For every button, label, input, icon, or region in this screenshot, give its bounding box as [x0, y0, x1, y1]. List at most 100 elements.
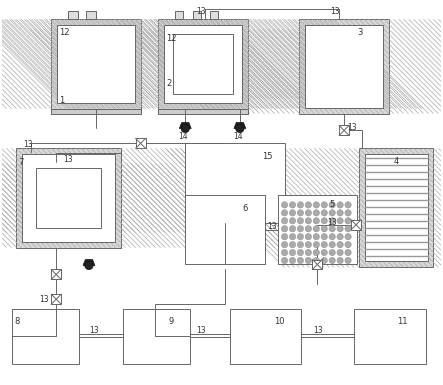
Circle shape — [345, 210, 351, 216]
Bar — [193, 11, 201, 19]
Circle shape — [321, 233, 327, 240]
Bar — [12, 309, 79, 364]
Circle shape — [313, 233, 319, 240]
Circle shape — [305, 202, 311, 208]
Circle shape — [337, 233, 343, 240]
Circle shape — [313, 226, 319, 232]
Text: 3: 3 — [357, 28, 362, 37]
Text: 4: 4 — [394, 157, 399, 166]
Text: 13: 13 — [196, 7, 206, 16]
Circle shape — [321, 249, 327, 256]
Circle shape — [337, 257, 343, 264]
Text: 15: 15 — [262, 152, 272, 161]
Bar — [136, 138, 146, 148]
Text: 1: 1 — [59, 96, 64, 105]
Circle shape — [305, 257, 311, 264]
Circle shape — [305, 210, 311, 216]
Text: 13: 13 — [347, 122, 357, 132]
Text: 12: 12 — [59, 28, 70, 37]
Circle shape — [329, 241, 335, 248]
Circle shape — [313, 202, 319, 208]
Bar — [16, 148, 121, 248]
Circle shape — [345, 202, 351, 208]
Text: 12: 12 — [167, 34, 177, 43]
Circle shape — [297, 249, 303, 256]
Circle shape — [321, 210, 327, 216]
Circle shape — [313, 210, 319, 216]
Circle shape — [345, 257, 351, 264]
Circle shape — [345, 226, 351, 232]
Bar — [51, 270, 61, 280]
Circle shape — [281, 210, 288, 216]
Circle shape — [289, 257, 295, 264]
Circle shape — [337, 226, 343, 232]
Circle shape — [305, 226, 311, 232]
Circle shape — [289, 226, 295, 232]
Bar — [36, 168, 101, 228]
Circle shape — [329, 257, 335, 264]
Circle shape — [329, 218, 335, 224]
Circle shape — [329, 249, 335, 256]
Bar — [351, 220, 361, 230]
Circle shape — [305, 233, 311, 240]
Text: 14: 14 — [233, 132, 242, 141]
Circle shape — [297, 226, 303, 232]
Text: 13: 13 — [330, 7, 340, 16]
Text: 14: 14 — [179, 132, 188, 141]
Circle shape — [345, 233, 351, 240]
Circle shape — [281, 226, 288, 232]
Circle shape — [305, 249, 311, 256]
Circle shape — [337, 249, 343, 256]
Bar — [31, 163, 106, 233]
Circle shape — [281, 233, 288, 240]
Text: 6: 6 — [243, 204, 248, 213]
Circle shape — [337, 202, 343, 208]
Circle shape — [329, 210, 335, 216]
Circle shape — [297, 202, 303, 208]
Text: 13: 13 — [23, 141, 33, 149]
Circle shape — [313, 257, 319, 264]
Circle shape — [329, 226, 335, 232]
Text: 2: 2 — [167, 79, 171, 88]
Text: 8: 8 — [15, 317, 20, 326]
Text: 11: 11 — [397, 317, 407, 326]
Circle shape — [281, 241, 288, 248]
Polygon shape — [179, 122, 191, 129]
Circle shape — [321, 202, 327, 208]
Circle shape — [329, 202, 335, 208]
Text: 13: 13 — [313, 326, 323, 335]
Bar — [159, 109, 248, 114]
Bar — [86, 11, 96, 19]
Circle shape — [281, 257, 288, 264]
Circle shape — [281, 218, 288, 224]
Circle shape — [313, 249, 319, 256]
Circle shape — [345, 241, 351, 248]
Circle shape — [345, 218, 351, 224]
Text: 13: 13 — [39, 295, 49, 304]
Circle shape — [321, 257, 327, 264]
Text: 13: 13 — [268, 222, 277, 231]
Circle shape — [297, 257, 303, 264]
Text: 5: 5 — [329, 200, 334, 209]
Bar — [51, 109, 140, 114]
Bar — [173, 34, 233, 94]
Bar — [159, 19, 248, 109]
Circle shape — [345, 249, 351, 256]
Circle shape — [297, 233, 303, 240]
Bar — [299, 19, 389, 114]
Bar — [164, 25, 242, 103]
Bar — [365, 154, 427, 261]
Circle shape — [329, 233, 335, 240]
Bar — [278, 195, 357, 264]
Bar — [354, 309, 426, 364]
Circle shape — [297, 210, 303, 216]
Circle shape — [289, 241, 295, 248]
Bar — [175, 11, 183, 19]
Bar — [230, 309, 301, 364]
Bar — [51, 294, 61, 304]
Circle shape — [337, 241, 343, 248]
Circle shape — [289, 202, 295, 208]
Circle shape — [297, 218, 303, 224]
Polygon shape — [234, 122, 246, 129]
Bar — [210, 11, 218, 19]
